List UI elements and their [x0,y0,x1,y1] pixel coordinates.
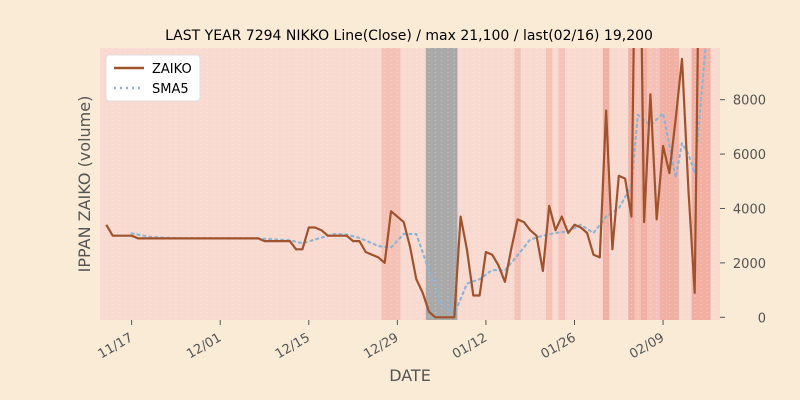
background-band [634,48,641,320]
x-tick-label: 01/12 [450,330,490,362]
background-band [602,48,610,320]
x-axis-label: DATE [389,366,431,385]
x-tick-label: 12/29 [361,330,401,362]
y-tick-label: 6000 [733,148,766,163]
x-axis-ticks: 11/17 12/01 12/15 12/29 01/12 01/26 02/09 [96,320,667,362]
y-axis-ticks: 0 2000 4000 6000 8000 [720,94,766,326]
plot-area [100,48,720,320]
legend-label-zaiko: ZAIKO [152,62,192,77]
background-band [514,48,521,320]
x-tick-label: 02/09 [627,330,667,362]
y-tick-label: 8000 [733,94,766,109]
day-stripes [105,48,715,320]
chart-title: LAST YEAR 7294 NIKKO Line(Close) / max 2… [165,28,653,44]
legend-label-sma5: SMA5 [152,82,189,97]
x-tick-label: 11/17 [96,330,136,362]
background-band [666,48,679,320]
series-line-sma5 [130,48,707,316]
background-band [546,48,553,320]
x-tick-label: 12/15 [273,330,313,362]
series-group [105,48,707,319]
y-axis-label: IPPAN ZAIKO (volume) [75,96,94,273]
background-bands [381,48,711,320]
background-band [659,48,667,320]
legend: ZAIKO SMA5 [105,54,201,102]
legend-box [105,54,201,102]
y-tick-label: 0 [758,311,766,326]
y-tick-label: 4000 [733,202,766,217]
background-band [558,48,565,320]
x-tick-label: 12/01 [184,330,224,362]
series-line-zaiko [105,48,699,319]
x-tick-label: 01/26 [539,330,579,362]
y-tick-label: 2000 [733,257,766,272]
background-band [647,48,660,320]
